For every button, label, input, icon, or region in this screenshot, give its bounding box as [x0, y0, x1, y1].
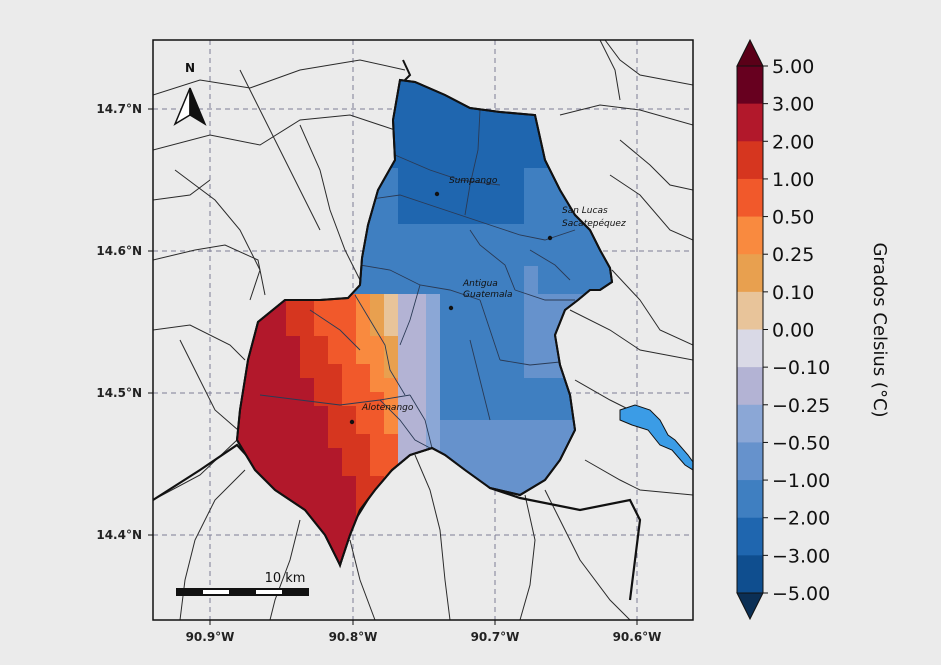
- colorbar-bin: [737, 66, 763, 105]
- place-label-antigua-1: Antigua: [462, 279, 498, 289]
- place-label-antigua-2: Guatemala: [463, 290, 513, 300]
- region-outline: [235, 78, 614, 568]
- place-label-sumpango: Sumpango: [449, 176, 498, 186]
- colorbar-bin: [737, 329, 763, 368]
- north-arrow-icon: [173, 87, 207, 126]
- colorbar-bin: [737, 404, 763, 443]
- lat-axis: [148, 108, 153, 536]
- lat-tick: 14.7°N: [96, 102, 142, 116]
- place-markers: [349, 191, 553, 425]
- place-dot-alotenango: [349, 419, 355, 425]
- colorbar-bin: [737, 103, 763, 142]
- colorbar-bin: [737, 517, 763, 556]
- colorbar-tick-label: 2.00: [772, 131, 814, 153]
- colorbar-tick-label: −5.00: [772, 583, 830, 605]
- lon-tick: 90.9°W: [186, 630, 235, 644]
- colorbar-bin: [737, 291, 763, 330]
- colorbar-tick-label: 0.50: [772, 207, 814, 229]
- colorbar-bin: [737, 141, 763, 180]
- colorbar-tick-label: 0.00: [772, 320, 814, 342]
- municipal-boundaries-outside: [153, 40, 693, 620]
- scale-bar: [176, 588, 309, 596]
- colorbar-min-extend: [736, 592, 764, 621]
- place-label-alotenango: Alotenango: [361, 403, 414, 413]
- colorbar-bin: [737, 367, 763, 406]
- scale-label: 10 km: [265, 571, 306, 586]
- colorbar-tick-label: −2.00: [772, 508, 830, 530]
- colorbar-bin: [737, 555, 763, 594]
- lat-tick: 14.5°N: [96, 386, 142, 400]
- colorbar-tick-label: 0.10: [772, 282, 814, 304]
- colorbar-tick-label: −0.10: [772, 357, 830, 379]
- lon-tick: 90.8°W: [329, 630, 378, 644]
- colorbar-bin: [737, 178, 763, 218]
- colorbar-tick-label: 5.00: [772, 56, 814, 78]
- lake: [619, 404, 693, 471]
- colorbar-bin: [737, 216, 763, 255]
- colorbar-bin: [737, 254, 763, 293]
- colorbar-max-extend: [736, 38, 764, 67]
- colorbar-label: Grados Celsius (°C): [869, 242, 890, 417]
- municipal-boundaries-inside: [259, 109, 576, 449]
- colorbar: [736, 38, 764, 621]
- place-label-san-lucas-2: Sacatepéquez: [562, 218, 626, 229]
- colorbar-ticks: 5.00 3.00 2.00 1.00 0.50 0.25 0.10 0.00 −0.10 −0.…: [763, 56, 830, 605]
- colorbar-tick-label: −0.25: [772, 395, 830, 417]
- lat-tick: 14.4°N: [96, 528, 142, 542]
- place-dot-antigua: [448, 305, 454, 311]
- colorbar-tick-label: 1.00: [772, 169, 814, 191]
- colorbar-tick-label: −3.00: [772, 545, 830, 567]
- lat-tick: 14.6°N: [96, 244, 142, 258]
- place-label-san-lucas-1: San Lucas: [562, 206, 608, 216]
- north-label: N: [185, 61, 195, 75]
- place-dot-sumpango: [434, 191, 440, 197]
- colorbar-tick-label: −0.50: [772, 432, 830, 454]
- colorbar-tick-label: 3.00: [772, 94, 814, 116]
- lon-tick: 90.7°W: [471, 630, 520, 644]
- map-border: [152, 39, 694, 621]
- colorbar-tick-label: −1.00: [772, 470, 830, 492]
- colorbar-bin: [737, 480, 763, 519]
- colorbar-bin: [737, 442, 763, 481]
- lon-axis: [209, 620, 638, 625]
- colorbar-tick-label: 0.25: [772, 244, 814, 266]
- lon-tick: 90.6°W: [613, 630, 662, 644]
- place-dot-san-lucas: [547, 235, 553, 241]
